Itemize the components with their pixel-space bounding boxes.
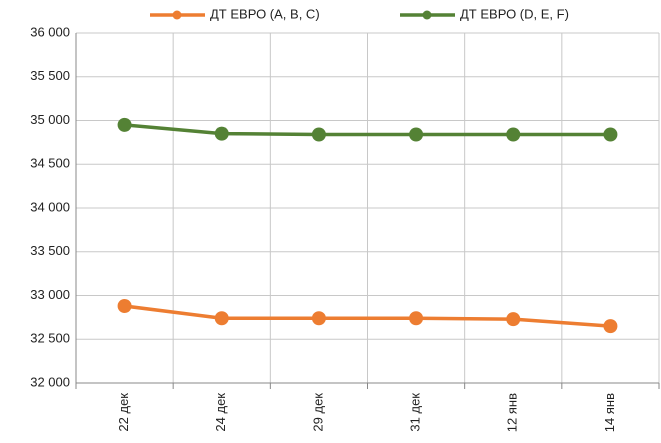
data-point (117, 117, 132, 132)
y-tick-label: 32 500 (30, 331, 70, 346)
data-point (409, 127, 424, 142)
y-tick-label: 33 500 (30, 243, 70, 258)
y-tick-label: 35 500 (30, 68, 70, 83)
legend-label: ДТ ЕВРО (D, E, F) (460, 6, 569, 21)
data-point (506, 312, 521, 327)
y-tick-label: 34 500 (30, 156, 70, 171)
y-tick-label: 35 000 (30, 112, 70, 127)
x-tick-label: 14 янв (602, 393, 617, 432)
data-point (117, 299, 132, 313)
x-tick-label: 29 дек (310, 393, 325, 432)
x-tick-label: 31 дек (408, 393, 423, 432)
series-line (124, 123, 611, 137)
data-point (311, 311, 326, 326)
data-point (214, 311, 229, 326)
data-point (603, 127, 618, 142)
data-point (311, 127, 326, 142)
x-tick-label: 12 янв (505, 393, 520, 432)
y-tick-label: 34 000 (30, 199, 70, 214)
data-point (214, 126, 229, 141)
y-tick-label: 32 000 (30, 374, 70, 389)
x-tick-label: 22 дек (116, 393, 131, 432)
legend-marker (422, 10, 432, 20)
x-tick-label: 24 дек (213, 393, 228, 432)
data-point (506, 127, 521, 142)
data-point (409, 311, 424, 326)
legend-marker (172, 10, 182, 20)
legend-label: ДТ ЕВРО (A, B, C) (210, 6, 320, 21)
y-tick-label: 36 000 (30, 24, 70, 39)
data-point (603, 319, 618, 334)
y-tick-label: 33 000 (30, 287, 70, 302)
series-line (124, 304, 611, 328)
